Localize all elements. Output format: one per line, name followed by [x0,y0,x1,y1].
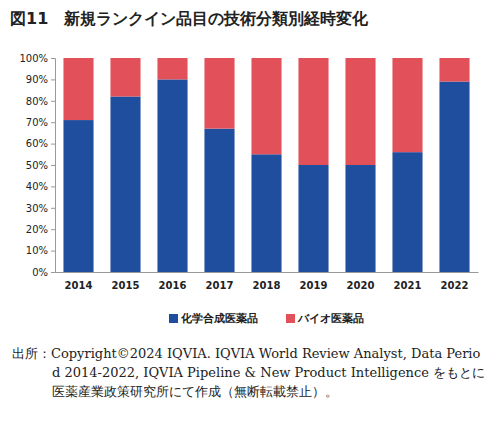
tick: 2016 [159,272,187,291]
tick-mark [51,229,55,230]
tick: 2019 [300,272,328,291]
tick: 2022 [441,272,469,291]
tick: 2021 [394,272,422,291]
bar [110,58,140,97]
plot: 0%10%20%30%40%50%60%70%80%90%100%2014201… [19,53,478,291]
tick: 2018 [253,272,281,291]
tick: 2014 [65,272,93,291]
tick-mark [51,186,55,187]
bar [439,82,469,272]
bar [345,165,375,272]
bars [63,58,469,272]
tick: 60% [26,138,55,149]
y-axis: 0% 10% 20% 30% 40% 50% 60% 70% 80% 90% 100% [19,53,55,278]
tick-label: 10% [26,245,48,256]
tick-label: 60% [26,138,48,149]
tick: 10% [26,245,55,256]
tick-label: 0% [32,267,48,278]
tick: 0% [32,267,55,278]
source-line: 医薬産業政策研究所にて作成（無断転載禁止）。 [52,384,338,399]
tick-mark [51,144,55,145]
series [63,58,469,165]
x-axis: 2014 2015 2016 2017 2018 2019 2020 2021 2022 [56,272,479,291]
tick-label: 2015 [112,280,140,291]
tick-mark [51,79,55,80]
bar [251,154,281,272]
bar [110,97,140,272]
legend-label: バイオ医薬品 [297,312,364,325]
source-line: d 2014-2022, IQVIA Pipeline & New Produc… [52,365,485,380]
tick-label: 100% [19,53,48,64]
tick-label: 20% [26,224,48,235]
tick-label: 90% [26,74,48,85]
title: 図11 新規ランクイン品目の技術分類別経時変化 [10,9,369,28]
chart: 図11 新規ランクイン品目の技術分類別経時変化 0% 10% 20% 30% 40% 50%… [0,0,500,435]
bar [251,58,281,154]
bar [157,79,187,272]
legend-swatch [286,314,295,323]
bar [204,58,234,129]
tick: 20% [26,224,55,235]
tick: 30% [26,203,55,214]
tick-label: 80% [26,96,48,107]
tick: 80% [26,96,55,107]
legend: 化学合成医薬品 バイオ医薬品 [169,312,364,325]
tick-label: 2022 [441,280,469,291]
bar [63,120,93,272]
legend-item: バイオ医薬品 [286,312,364,325]
bar [392,152,422,272]
tick-label: 2018 [253,280,281,291]
tick-mark [51,208,55,209]
bar [439,58,469,82]
tick-mark [51,272,55,273]
tick-label: 2019 [300,280,328,291]
bar [392,58,422,152]
legend-item: 化学合成医薬品 [169,312,258,325]
tick-label: 50% [26,160,48,171]
tick-mark [51,165,55,166]
tick: 70% [26,117,55,128]
tick-label: 2021 [394,280,422,291]
tick-mark [51,122,55,123]
legend-label: 化学合成医薬品 [180,312,258,325]
tick-label: 2017 [206,280,234,291]
tick-mark [51,101,55,102]
tick: 40% [26,181,55,192]
bar [157,58,187,79]
bar [345,58,375,165]
bar [298,165,328,272]
tick-label: 40% [26,181,48,192]
source-note: 出所：Copyright©2024 IQVIA. IQVIA World Rev… [12,346,485,399]
source-line: 出所：Copyright©2024 IQVIA. IQVIA World Rev… [12,346,481,361]
tick-label: 30% [26,203,48,214]
axis-line [56,272,479,273]
tick-label: 2014 [65,280,93,291]
tick: 2017 [206,272,234,291]
tick: 100% [19,53,55,64]
tick-mark [51,58,55,59]
tick: 90% [26,74,55,85]
axis-line [51,59,56,273]
tick: 2015 [112,272,140,291]
bar [63,58,93,120]
tick-mark [51,251,55,252]
tick-label: 70% [26,117,48,128]
tick: 2020 [347,272,375,291]
tick-label: 2020 [347,280,375,291]
tick-label: 2016 [159,280,187,291]
tick: 50% [26,160,55,171]
bar [204,129,234,272]
bar [298,58,328,165]
legend-swatch [169,314,178,323]
